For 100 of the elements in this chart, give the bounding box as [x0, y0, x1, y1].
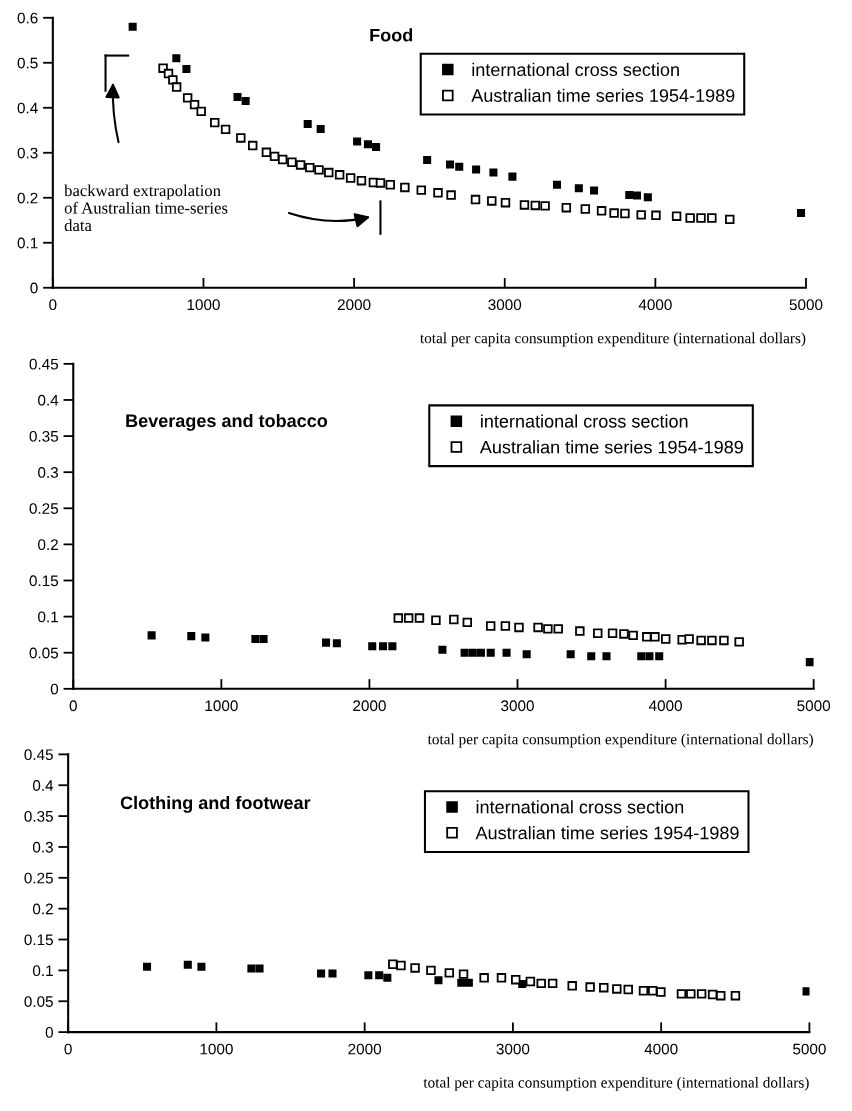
- point: [518, 979, 527, 989]
- point: [375, 178, 386, 188]
- point: [566, 650, 575, 659]
- point: [805, 658, 814, 667]
- point: [303, 119, 312, 128]
- point: [656, 987, 666, 997]
- point: [368, 642, 377, 651]
- chart-title: Food: [370, 28, 413, 42]
- legend-label: international cross section: [472, 62, 679, 77]
- point: [632, 191, 642, 200]
- point: [593, 628, 603, 638]
- point: [431, 615, 441, 625]
- point: [363, 140, 372, 149]
- point: [197, 962, 206, 971]
- legend-label: Australian time series 1954-1989: [479, 440, 743, 454]
- point: [500, 197, 511, 208]
- point: [364, 971, 373, 980]
- point: [345, 173, 356, 183]
- legend-label: international cross section: [476, 800, 684, 814]
- point: [671, 211, 682, 221]
- point: [255, 964, 264, 973]
- point: [599, 982, 609, 993]
- point: [533, 622, 543, 633]
- point: [514, 622, 524, 633]
- point: [575, 626, 585, 636]
- x-tick-label: 1000: [187, 299, 220, 311]
- point: [236, 133, 246, 143]
- x-tick-label: 4000: [644, 1043, 678, 1055]
- point: [393, 613, 404, 623]
- point: [423, 155, 432, 164]
- point: [168, 75, 178, 85]
- point: [328, 969, 337, 978]
- point: [470, 194, 481, 205]
- point: [651, 210, 661, 221]
- x-tick-label: 2000: [353, 700, 386, 712]
- point: [596, 206, 607, 216]
- point: [519, 200, 530, 210]
- point: [468, 648, 477, 657]
- point: [643, 193, 652, 202]
- x-tick-label: 2000: [348, 1043, 382, 1055]
- point: [485, 621, 496, 631]
- point: [496, 973, 507, 983]
- point: [676, 989, 687, 999]
- point: [543, 624, 553, 634]
- y-tick-label: 0.45: [29, 358, 59, 370]
- x-tick-label: 3000: [488, 299, 522, 311]
- point: [628, 630, 638, 641]
- point: [462, 617, 473, 628]
- point: [220, 124, 231, 135]
- point: [449, 614, 459, 625]
- y-tick-label: 0.35: [29, 430, 59, 442]
- x-tick-label: 5000: [789, 299, 823, 311]
- point: [247, 964, 256, 973]
- point: [725, 214, 735, 225]
- y-tick-label: 0.15: [24, 934, 53, 946]
- y-tick-label: 0.45: [24, 749, 53, 761]
- point: [332, 639, 341, 648]
- x-axis-title: total per capita consumption expenditure (international dollars): [423, 1076, 809, 1091]
- point: [247, 140, 258, 151]
- point: [472, 165, 481, 174]
- point: [612, 984, 622, 994]
- x-tick-label: 0: [69, 700, 77, 712]
- y-tick-label: 0: [45, 1026, 53, 1038]
- y-tick-label: 0: [50, 683, 59, 695]
- point: [201, 633, 210, 642]
- point: [685, 213, 695, 223]
- point: [251, 634, 260, 644]
- point: [707, 213, 717, 223]
- point: [645, 652, 654, 661]
- point: [650, 632, 660, 642]
- y-tick-label: 0.3: [32, 841, 53, 853]
- point: [540, 201, 550, 211]
- point: [590, 186, 599, 195]
- point: [620, 208, 630, 219]
- point: [455, 162, 464, 171]
- y-tick-label: 0.05: [29, 647, 59, 659]
- y-tick-label: 0.4: [38, 394, 59, 406]
- point: [233, 92, 242, 101]
- point: [353, 137, 362, 146]
- point: [730, 990, 741, 1001]
- point: [433, 188, 443, 198]
- y-tick-label: 0.15: [29, 575, 59, 587]
- point: [379, 642, 388, 651]
- y-tick-label: 0: [30, 282, 38, 294]
- y-tick-label: 0.2: [32, 903, 53, 915]
- point: [388, 642, 397, 651]
- point: [802, 987, 810, 996]
- point: [410, 963, 420, 973]
- point: [396, 960, 406, 971]
- point: [684, 634, 694, 644]
- y-tick-label: 0.5: [17, 57, 38, 69]
- point: [510, 974, 521, 985]
- x-tick-label: 1000: [200, 1043, 233, 1055]
- x-tick-label: 1000: [205, 700, 238, 712]
- point: [536, 978, 546, 989]
- point: [637, 652, 646, 661]
- point: [182, 65, 191, 74]
- point: [314, 165, 324, 175]
- y-tick-label: 0.35: [24, 810, 53, 822]
- point: [552, 180, 562, 189]
